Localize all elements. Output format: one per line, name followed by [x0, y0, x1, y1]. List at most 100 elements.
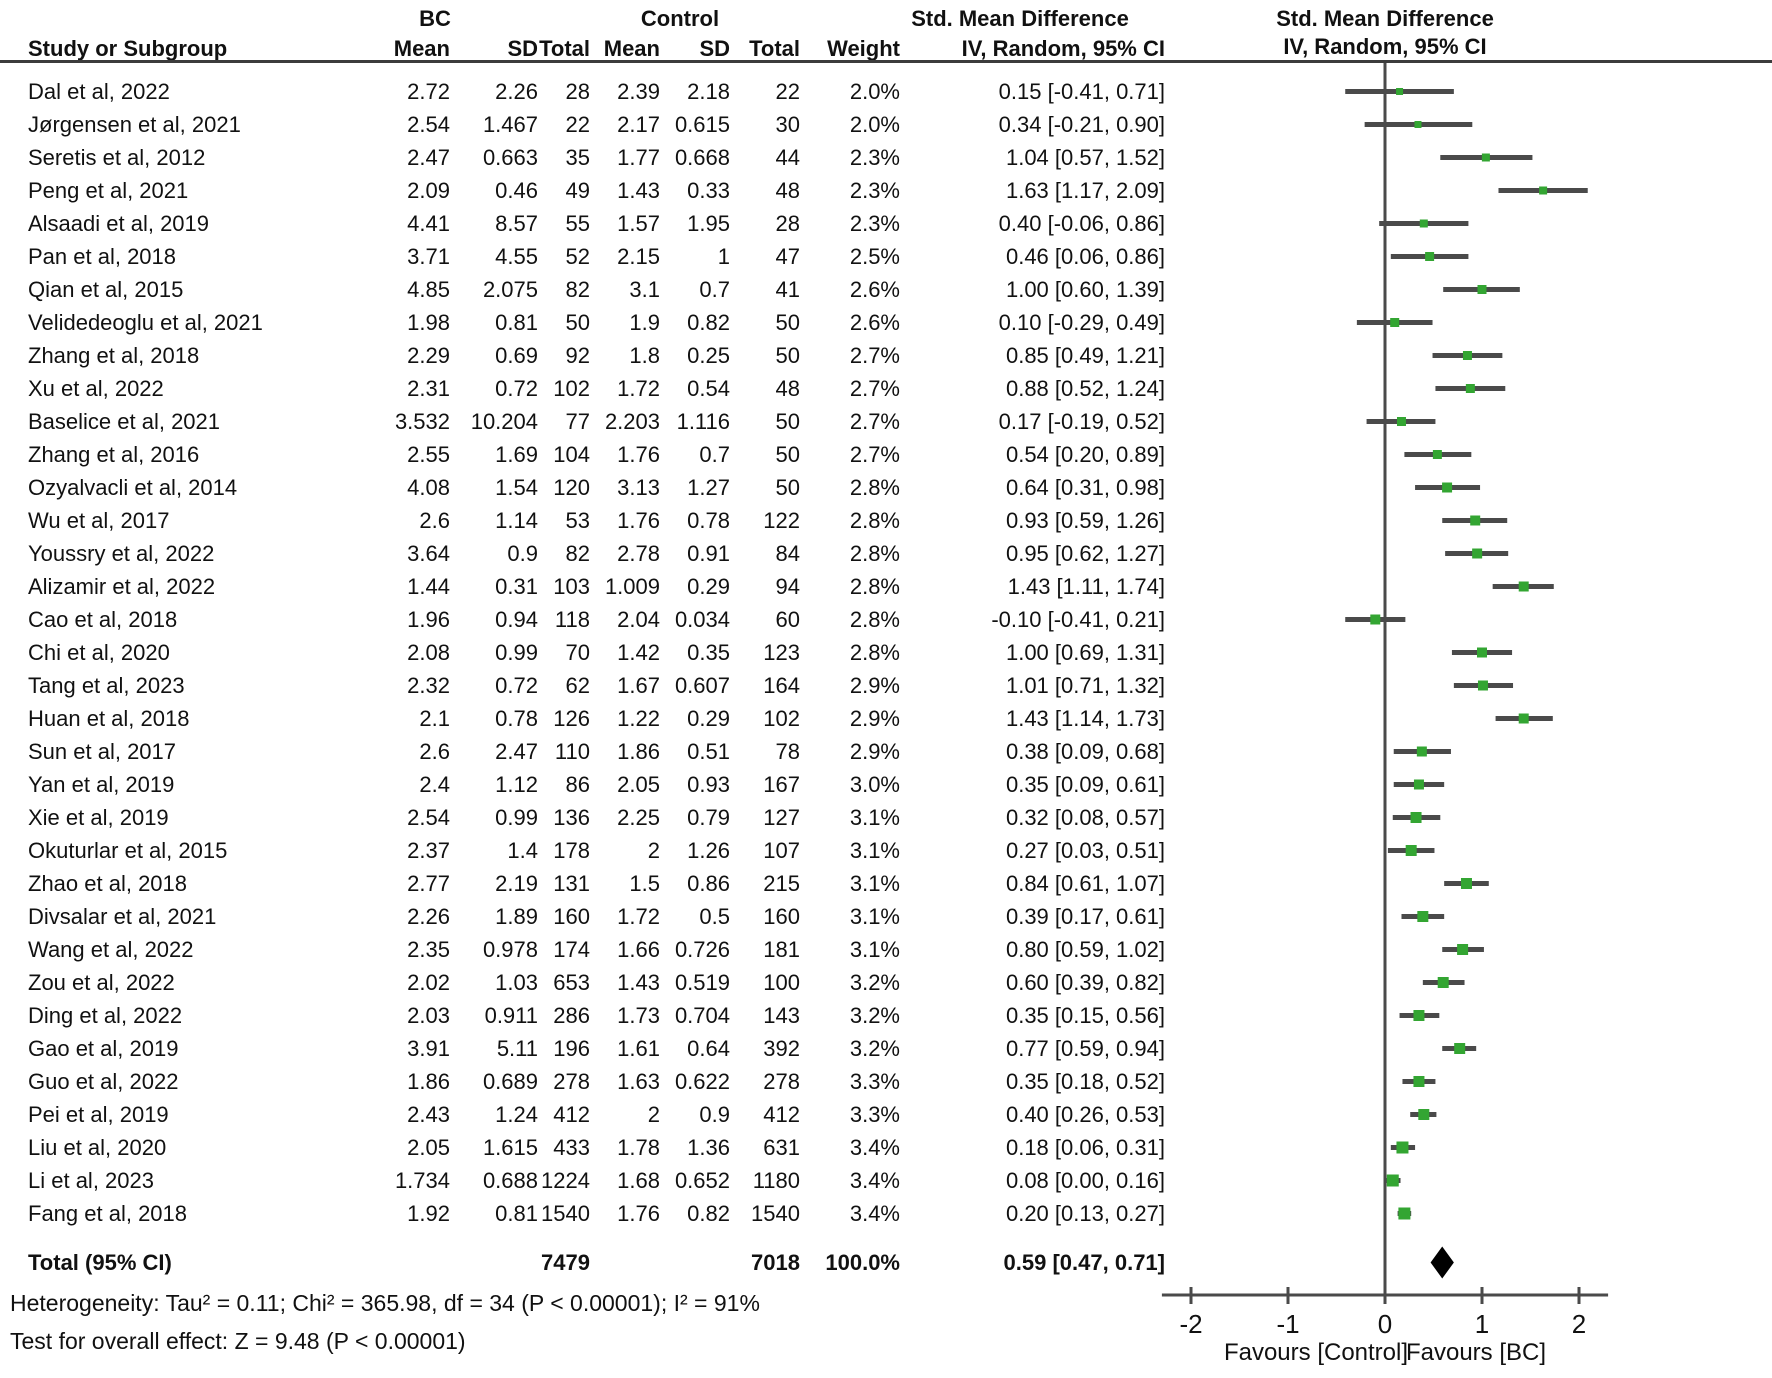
- effect-marker: [1396, 1141, 1409, 1154]
- c-sd: 0.7: [699, 277, 730, 302]
- study-name: Peng et al, 2021: [28, 178, 189, 203]
- bc-mean: 1.44: [407, 574, 450, 599]
- bc-sd: 0.9: [507, 541, 538, 566]
- bc-total: 160: [553, 904, 590, 929]
- bc-total: 55: [565, 211, 590, 236]
- table-row: Ozyalvacli et al, 2014 4.08 1.54 120 3.13 1.2…: [0, 471, 1165, 504]
- bc-sd: 1.03: [495, 970, 538, 995]
- c-mean: 3.13: [617, 475, 660, 500]
- bc-mean: 4.41: [407, 211, 450, 236]
- table-row: Huan et al, 2018 2.1 0.78 126 1.22 0.29 102 2.9…: [0, 702, 1165, 735]
- smd-ci: 0.46 [0.06, 0.86]: [1005, 244, 1165, 269]
- effect-marker: [1454, 1043, 1466, 1054]
- bc-sd: 1.12: [495, 772, 538, 797]
- effect-marker: [1481, 153, 1490, 162]
- weight: 2.0%: [849, 112, 900, 137]
- table-row: Qian et al, 2015 4.85 2.075 82 3.1 0.7 41 2.6% 1…: [0, 273, 1165, 306]
- total-bc-mean: [370, 1246, 450, 1279]
- bc-total: 412: [553, 1102, 590, 1127]
- column-header-row: Study or Subgroup Mean SD Total Mean SD …: [0, 32, 1165, 65]
- bc-sd: 0.688: [482, 1168, 538, 1193]
- c-total: 412: [763, 1102, 800, 1127]
- effect-marker: [1390, 318, 1400, 327]
- bc-mean: 3.71: [407, 244, 450, 269]
- bc-total: 82: [565, 541, 590, 566]
- bc-total: 110: [554, 739, 590, 764]
- study-name: Dal et al, 2022: [28, 79, 170, 104]
- weight: 2.7%: [849, 442, 900, 467]
- c-total: 143: [763, 1003, 800, 1028]
- bc-total: 1224: [541, 1168, 590, 1193]
- table-row: Zhang et al, 2016 2.55 1.69 104 1.76 0.7 50 2.7…: [0, 438, 1165, 471]
- bc-total: 77: [565, 409, 590, 434]
- c-total: 123: [763, 640, 800, 665]
- smd-ci: 0.93 [0.59, 1.26]: [1005, 508, 1165, 533]
- bc-sd: 0.78: [495, 706, 538, 731]
- bc-mean: 3.532: [394, 409, 450, 434]
- bc-mean: 2.77: [407, 871, 450, 896]
- bc-total: 28: [565, 79, 590, 104]
- table-row: Alsaadi et al, 2019 4.41 8.57 55 1.57 1.95 28 2…: [0, 207, 1165, 240]
- smd-ci: 1.01 [0.71, 1.32]: [1005, 673, 1165, 698]
- weight: 3.4%: [849, 1135, 900, 1160]
- weight: 3.0%: [849, 772, 900, 797]
- total-row: Total (95% CI) 7479 7018 100.0% 0.59 [0.…: [0, 1246, 1165, 1279]
- bc-sd: 2.19: [495, 871, 538, 896]
- effect-marker: [1465, 384, 1475, 393]
- study-name: Sun et al, 2017: [28, 739, 177, 764]
- bc-total: 174: [553, 937, 590, 962]
- bc-mean: 2.02: [407, 970, 450, 995]
- smd-ci: 0.88 [0.52, 1.24]: [1005, 376, 1165, 401]
- smd-ci: 0.27 [0.03, 0.51]: [1005, 838, 1165, 863]
- bc-sd: 0.689: [482, 1069, 538, 1094]
- total-label: Total (95% CI): [28, 1250, 172, 1275]
- axis-tick-label: 1: [1475, 1309, 1489, 1339]
- effect-marker: [1398, 1207, 1411, 1220]
- weight: 3.4%: [849, 1201, 900, 1226]
- axis-tick-label: -1: [1276, 1309, 1299, 1339]
- table-row: Baselice et al, 2021 3.532 10.204 77 2.203 1.…: [0, 405, 1165, 438]
- table-row: Tang et al, 2023 2.32 0.72 62 1.67 0.607 164 2.…: [0, 669, 1165, 702]
- weight: 2.6%: [849, 310, 900, 335]
- total-bc-sd: [450, 1246, 538, 1279]
- effect-marker: [1413, 1076, 1425, 1087]
- bc-total: 126: [553, 706, 590, 731]
- c-mean: 1.72: [617, 376, 660, 401]
- c-total: 41: [775, 277, 800, 302]
- bc-mean: 1.734: [394, 1168, 450, 1193]
- c-sd: 1.95: [687, 211, 730, 236]
- c-sd: 0.726: [674, 937, 730, 962]
- table-row: Okuturlar et al, 2015 2.37 1.4 178 2 1.26 107 3…: [0, 834, 1165, 867]
- smd-ci: 1.43 [1.14, 1.73]: [1005, 706, 1165, 731]
- table-row: Wu et al, 2017 2.6 1.14 53 1.76 0.78 122 2.8% 0.…: [0, 504, 1165, 537]
- c-sd: 2.18: [687, 79, 730, 104]
- weight: 2.3%: [849, 145, 900, 170]
- bc-total: 653: [553, 970, 590, 995]
- study-name: Xu et al, 2022: [28, 376, 164, 401]
- study-name: Liu et al, 2020: [28, 1135, 167, 1160]
- bc-total: 92: [565, 343, 590, 368]
- effect-marker: [1413, 779, 1424, 790]
- smd-ci: 0.32 [0.08, 0.57]: [1005, 805, 1165, 830]
- c-mean: 2.78: [617, 541, 660, 566]
- col-c-sd: SD: [699, 36, 730, 61]
- weight: 2.6%: [849, 277, 900, 302]
- study-rows: Dal et al, 2022 2.72 2.26 28 2.39 2.18 22 2.0% 0…: [0, 75, 1165, 1230]
- study-name: Velidedeoglu et al, 2021: [28, 310, 263, 335]
- c-total: 48: [775, 376, 800, 401]
- effect-marker: [1396, 417, 1406, 426]
- bc-mean: 2.54: [407, 805, 450, 830]
- c-total: 44: [775, 145, 800, 170]
- table-row: Pan et al, 2018 3.71 4.55 52 2.15 1 47 2.5% 0.46…: [0, 240, 1165, 273]
- c-mean: 1.42: [617, 640, 660, 665]
- table-row: Peng et al, 2021 2.09 0.46 49 1.43 0.33 48 2.3%…: [0, 174, 1165, 207]
- smd-ci: 0.35 [0.18, 0.52]: [1005, 1069, 1165, 1094]
- table-row: Liu et al, 2020 2.05 1.615 433 1.78 1.36 631 3.…: [0, 1131, 1165, 1164]
- bc-total: 70: [565, 640, 590, 665]
- study-name: Zou et al, 2022: [28, 970, 175, 995]
- weight: 3.2%: [849, 1036, 900, 1061]
- c-total: 160: [763, 904, 800, 929]
- c-total: 181: [763, 937, 800, 962]
- axis-tick-label: 0: [1378, 1309, 1392, 1339]
- effect-marker: [1477, 647, 1487, 658]
